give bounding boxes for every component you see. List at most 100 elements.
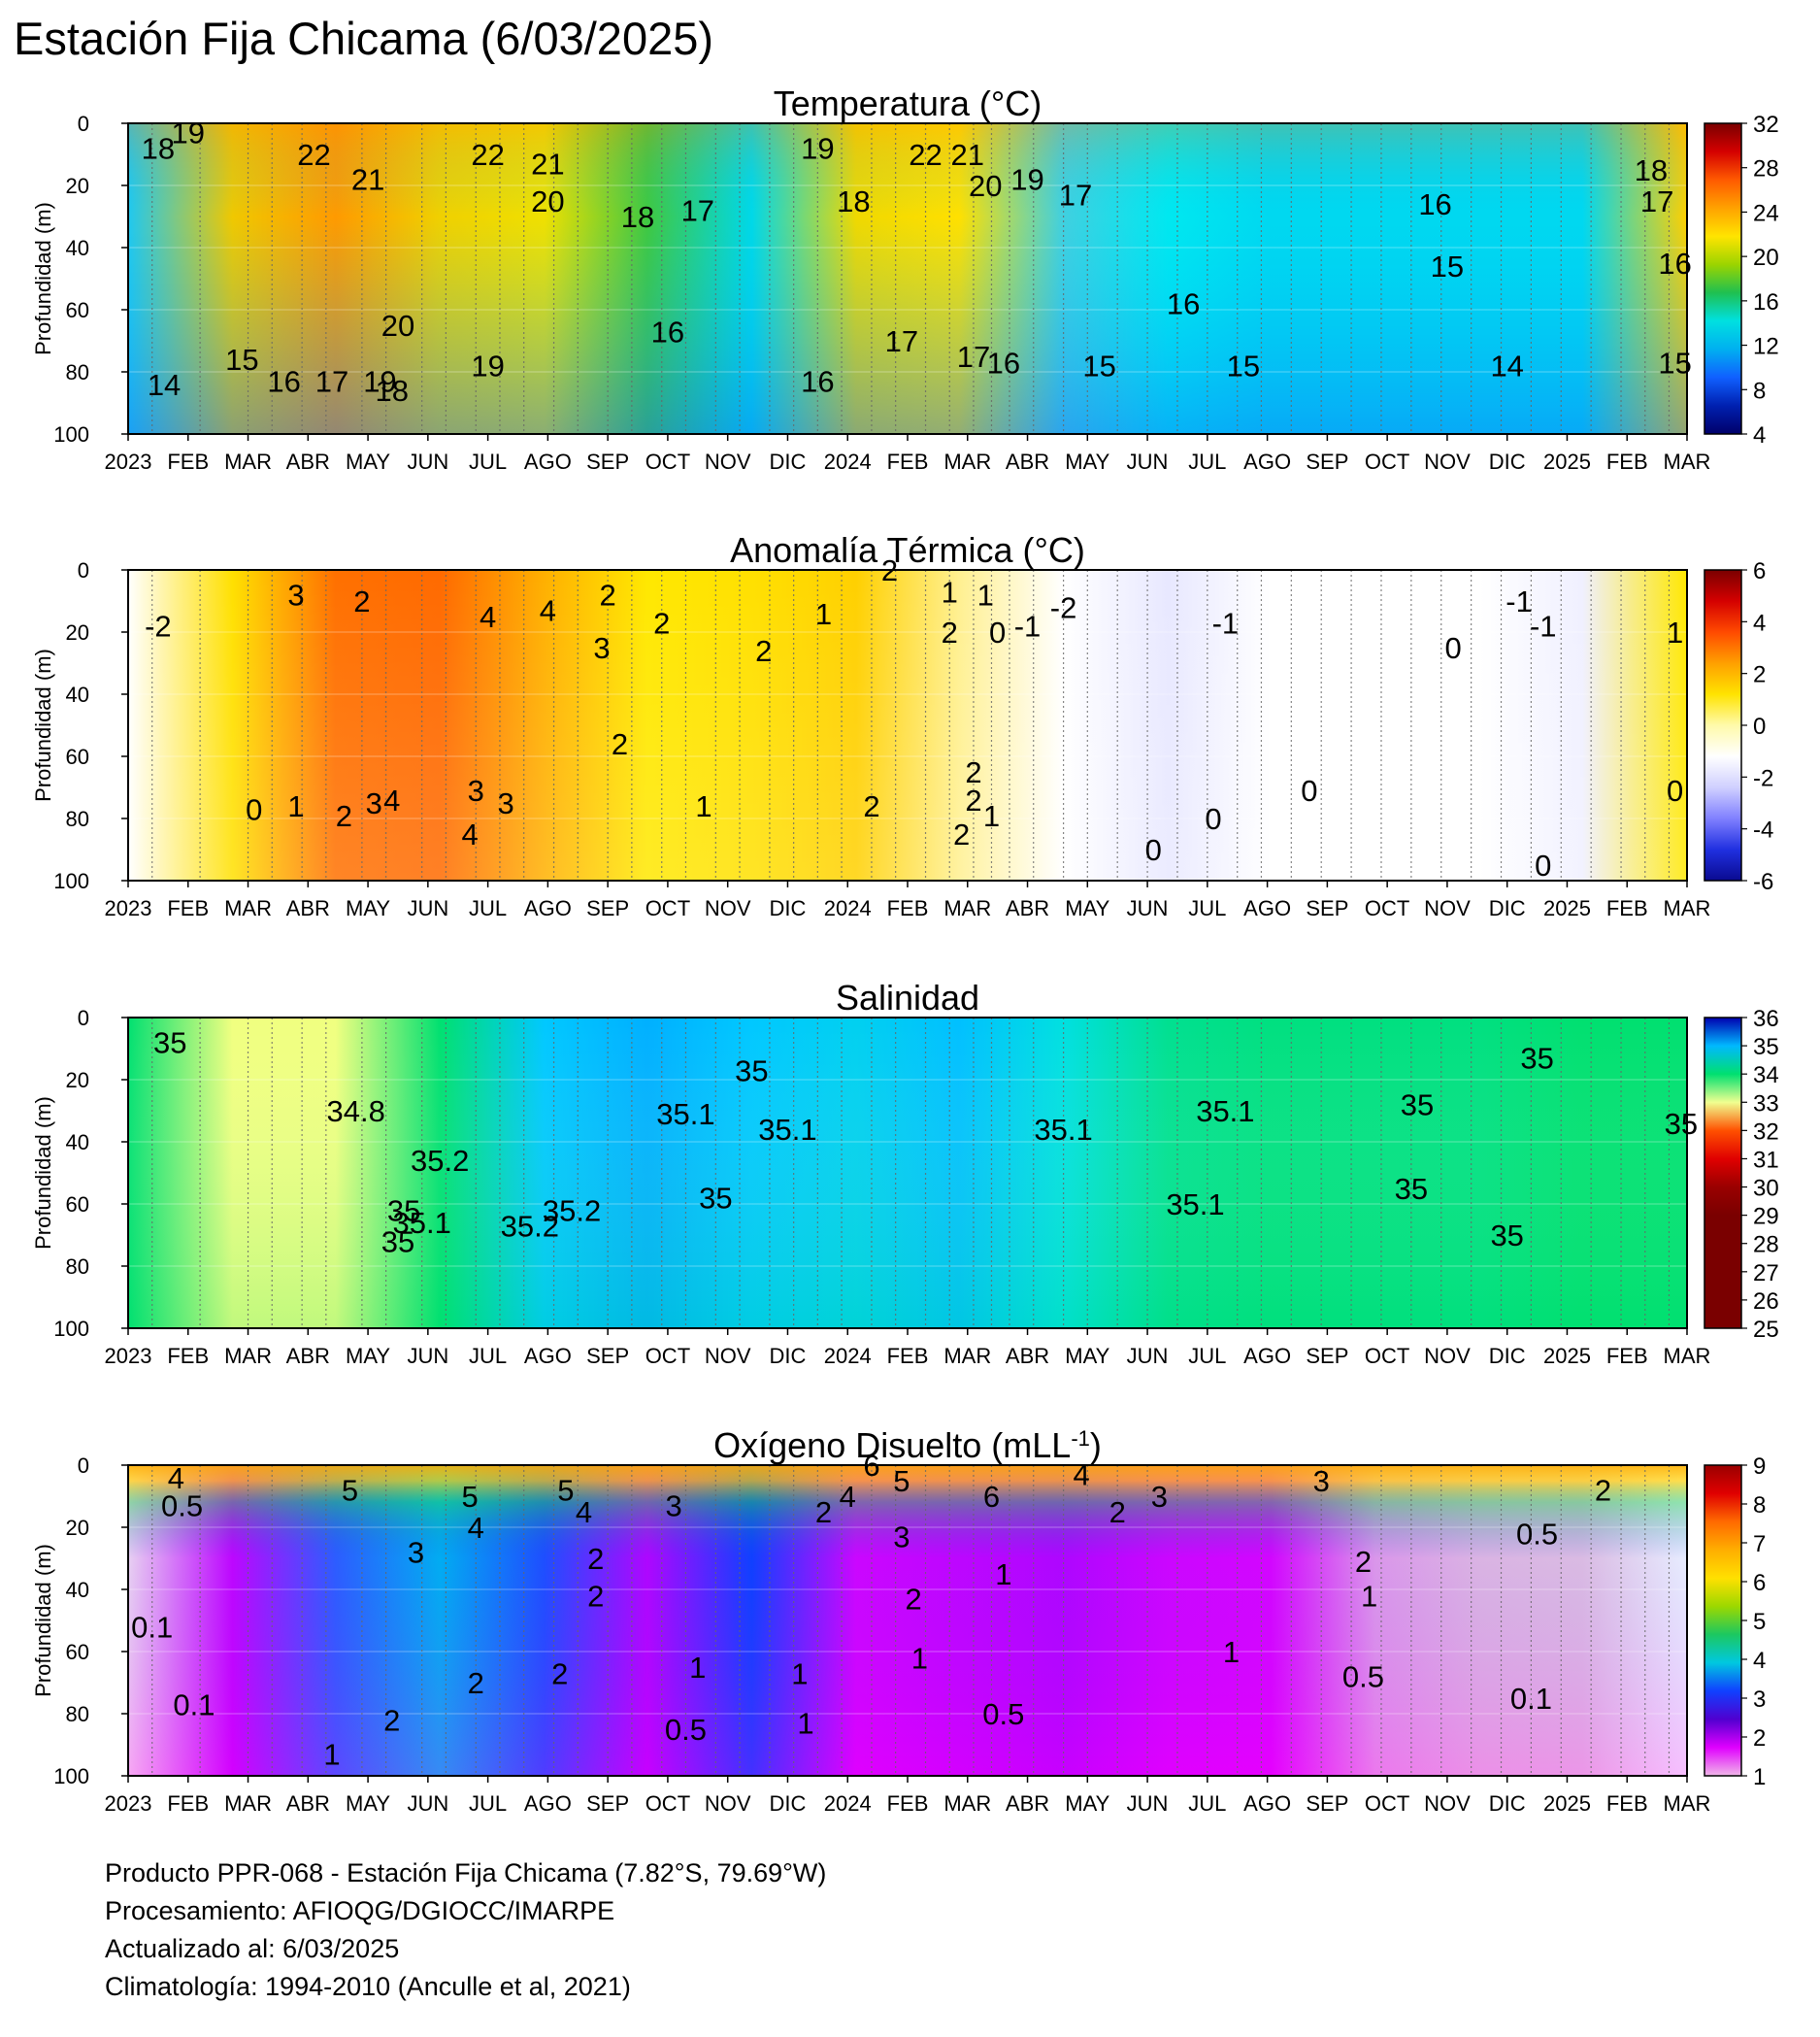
y-tick-label: 60 (66, 745, 89, 769)
contour-label: 1 (977, 579, 994, 613)
contour-label: 2 (468, 1666, 484, 1700)
footer: Producto PPR-068 - Estación Fija Chicama… (105, 1854, 826, 2006)
panel-title: Anomalía Térmica (°C) (730, 530, 1085, 570)
panel-title: Temperatura (°C) (774, 83, 1042, 123)
colorbar-tick-label: 29 (1753, 1204, 1779, 1230)
contour-label: 1 (797, 1707, 813, 1741)
colorbar-tick-label: 8 (1753, 1492, 1766, 1519)
colorbar-tick-label: 24 (1753, 200, 1779, 226)
footer-processing: Procesamiento: AFIOQG/DGIOCC/IMARPE (105, 1896, 615, 1925)
x-tick-label: NOV (705, 1344, 751, 1368)
x-tick-label: 2023 (105, 450, 152, 474)
contour-label: 0 (1205, 802, 1221, 836)
contour-label: 5 (342, 1474, 358, 1508)
x-tick-label: 2025 (1543, 450, 1591, 474)
colorbar (1704, 122, 1742, 435)
x-tick-label: JUL (1188, 450, 1226, 474)
colorbar-tick-label: 4 (1753, 422, 1766, 449)
contour-label: 17 (1640, 184, 1673, 218)
contour-label: 17 (885, 324, 918, 358)
y-tick-label: 0 (78, 1006, 89, 1030)
contour-label: 0.1 (131, 1610, 173, 1644)
x-tick-label: OCT (645, 896, 690, 920)
contour-label: 22 (471, 138, 504, 172)
x-tick-label: 2024 (824, 1344, 872, 1368)
contour-label: 35 (1395, 1172, 1428, 1206)
x-tick-label: MAR (224, 450, 272, 474)
colorbar (1704, 569, 1742, 882)
panel-title-superscript: -1 (1071, 1426, 1090, 1451)
contour-label: 17 (681, 194, 714, 228)
x-tick-label: FEB (887, 450, 929, 474)
x-tick-label: MAY (346, 450, 390, 474)
x-tick-label: ABR (1006, 1344, 1049, 1368)
contour-label: 2 (653, 606, 670, 640)
x-tick-label: FEB (1606, 1344, 1648, 1368)
x-tick-label: OCT (645, 1344, 690, 1368)
x-tick-label: NOV (1424, 896, 1471, 920)
contour-label: -1 (1212, 606, 1240, 640)
contour-label: 2 (336, 799, 352, 833)
x-tick-label: ABR (1006, 896, 1049, 920)
y-tick-label: 80 (66, 1254, 89, 1279)
x-tick-label: JUN (407, 1791, 448, 1816)
contour-label: 4 (480, 600, 496, 634)
x-tick-label: NOV (705, 450, 751, 474)
y-tick-label: 100 (53, 422, 89, 447)
contour-label: 1 (942, 575, 958, 609)
x-tick-label: 2024 (824, 1791, 872, 1816)
contour-label: 17 (315, 365, 348, 399)
contour-label: 2 (965, 784, 981, 818)
y-axis-label: Profundidad (m) (31, 1096, 55, 1250)
y-tick-label: 80 (66, 360, 89, 384)
contour-label: 35.1 (1196, 1094, 1254, 1128)
contour-label: 3 (893, 1520, 910, 1554)
panel-title: Salinidad (836, 978, 979, 1018)
x-tick-label: AGO (1243, 1344, 1291, 1368)
colorbar-tick-label: 6 (1753, 1570, 1766, 1596)
contour-label: 35.1 (656, 1097, 714, 1131)
footer-product: Producto PPR-068 - Estación Fija Chicama… (105, 1858, 827, 1887)
contour-label: 2 (906, 1583, 922, 1617)
contour-label: 1 (287, 789, 304, 823)
contour-label: 19 (172, 117, 205, 150)
contour-label: 35.1 (1034, 1113, 1092, 1147)
x-tick-label: AGO (524, 1344, 572, 1368)
x-tick-label: SEP (586, 1344, 629, 1368)
x-tick-label: AGO (524, 1791, 572, 1816)
x-tick-label: FEB (887, 1344, 929, 1368)
x-tick-label: SEP (586, 1791, 629, 1816)
x-tick-label: JUL (1188, 1791, 1226, 1816)
contour-label: 2 (353, 584, 370, 618)
x-tick-label: MAY (346, 1791, 390, 1816)
y-axis-label: Profundidad (m) (31, 202, 55, 355)
x-tick-label: 2025 (1543, 1344, 1591, 1368)
x-tick-label: 2023 (105, 1344, 152, 1368)
contour-label: 1 (695, 789, 711, 823)
contour-label: 0.5 (161, 1489, 203, 1523)
contour-label: 2 (863, 789, 879, 823)
contour-label: 3 (665, 1489, 681, 1523)
contour-label: 2 (953, 818, 970, 852)
x-tick-label: 2024 (824, 450, 872, 474)
x-tick-label: MAY (1065, 896, 1109, 920)
x-tick-label: SEP (586, 450, 629, 474)
x-tick-label: FEB (887, 1791, 929, 1816)
x-tick-label: MAR (1664, 1791, 1711, 1816)
colorbar-tick-label: 31 (1753, 1147, 1779, 1173)
y-tick-label: 40 (66, 683, 89, 707)
contour-label: 3 (593, 631, 610, 665)
x-tick-label: DIC (1489, 450, 1526, 474)
colorbar-tick-label: 35 (1753, 1034, 1779, 1060)
y-tick-label: 60 (66, 298, 89, 322)
x-tick-label: JUN (1127, 896, 1169, 920)
depth-overlay (128, 1465, 1687, 1776)
x-tick-label: 2025 (1543, 896, 1591, 920)
contour-label: 3 (408, 1536, 424, 1570)
contour-label: 21 (531, 148, 564, 182)
contour-label: 2 (965, 755, 981, 789)
contour-label: 18 (837, 184, 870, 218)
contour-label: 16 (1167, 287, 1200, 321)
